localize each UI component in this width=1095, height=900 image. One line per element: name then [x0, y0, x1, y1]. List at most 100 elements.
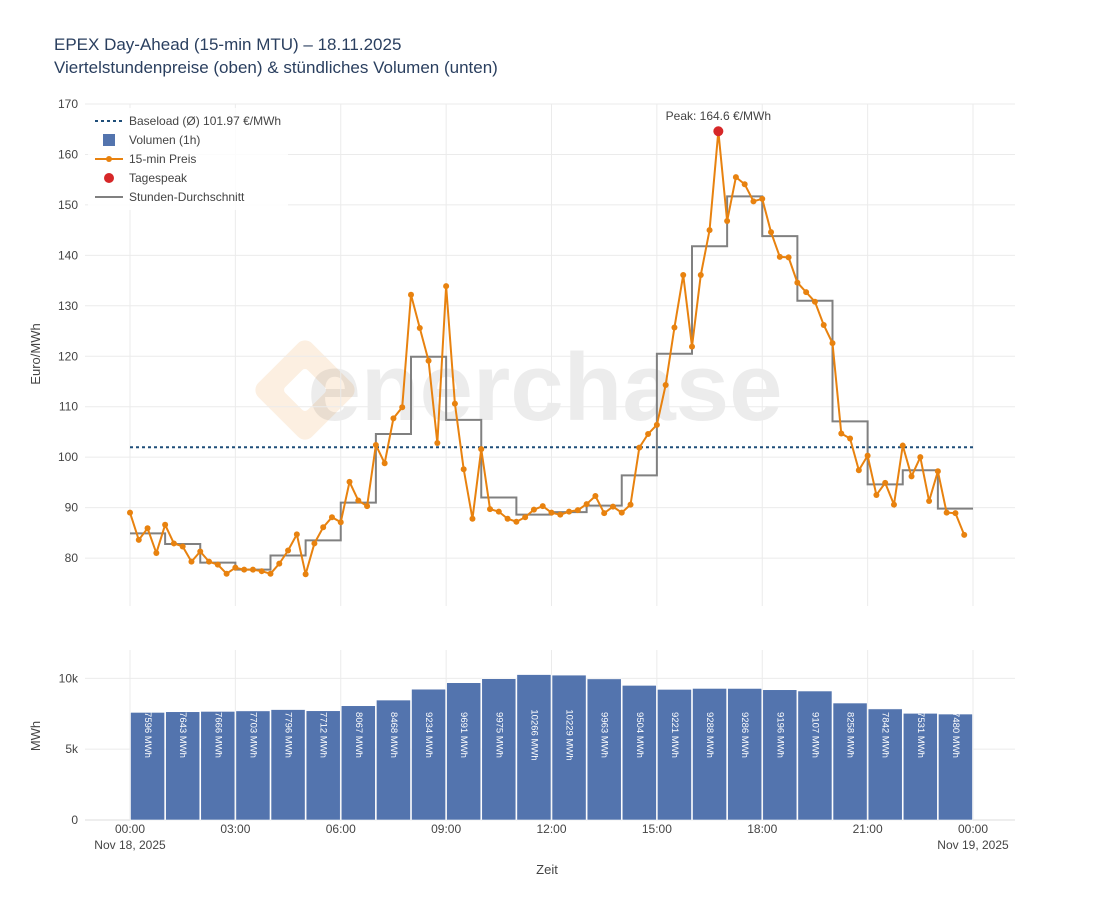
price-point — [838, 430, 845, 437]
chart-subtitle: Viertelstundenpreise (oben) & stündliche… — [54, 58, 498, 77]
price-point — [372, 442, 379, 449]
volume-bar — [938, 713, 973, 821]
volume-bar-label: 7712 MWh — [318, 712, 329, 758]
volume-bar — [446, 682, 482, 821]
price-y-tick-label: 160 — [58, 147, 78, 161]
price-point — [399, 404, 406, 411]
price-point — [794, 279, 801, 286]
price-point — [697, 272, 704, 279]
x-tick-label: 21:00 — [853, 822, 883, 836]
volume-bar — [551, 674, 587, 821]
volume-bar — [481, 678, 517, 821]
price-point — [425, 357, 432, 364]
price-point — [952, 510, 959, 517]
price-point — [741, 181, 748, 188]
volume-bar — [692, 688, 727, 821]
x-tick-label: 12:00 — [536, 822, 566, 836]
volume-bar-label: 10266 MWh — [528, 709, 539, 760]
price-point — [478, 446, 485, 453]
price-point — [926, 498, 933, 505]
price-point — [645, 430, 652, 437]
price-y-tick-label: 140 — [58, 248, 78, 262]
volume-bar-label: 7596 MWh — [142, 712, 153, 758]
volume-bar-label: 7796 MWh — [283, 712, 294, 758]
price-point — [469, 515, 476, 522]
legend-swatch-peak — [104, 173, 114, 183]
axes: 80 90 100 110 120 130 140 150 160 170 0 5k 10k 00:00 0… — [58, 97, 988, 836]
price-point — [258, 568, 265, 575]
volume-y-axis-label: MWh — [28, 721, 43, 751]
price-point — [355, 497, 362, 504]
price-point — [170, 540, 177, 547]
volume-bar-label: 9286 MWh — [739, 712, 750, 758]
peak-point — [713, 126, 724, 137]
legend-swatch-volume — [103, 134, 115, 146]
volume-bar-label: 9975 MWh — [493, 712, 504, 758]
volume-bar-label: 7480 MWh — [950, 712, 961, 758]
legend-entry-label: 15-min Preis — [129, 152, 196, 166]
price-point — [574, 507, 581, 514]
watermark-logo-cutout — [284, 369, 326, 411]
price-point — [443, 283, 450, 290]
volume-bar-label: 9196 MWh — [774, 712, 785, 758]
price-point — [917, 454, 924, 461]
price-y-tick-label: 110 — [59, 400, 78, 414]
price-point — [653, 421, 660, 428]
price-y-tick-label: 90 — [65, 501, 79, 515]
price-point — [627, 501, 634, 508]
volume-bar — [621, 685, 657, 821]
price-point — [223, 570, 230, 577]
price-point — [302, 571, 309, 578]
chart-title: EPEX Day-Ahead (15-min MTU) – 18.11.2025 — [54, 35, 401, 54]
volume-bar-label: 9288 MWh — [704, 712, 715, 758]
price-point — [249, 566, 256, 573]
x-tick-label: 09:00 — [431, 822, 461, 836]
x-tick-label: 00:00 — [115, 822, 145, 836]
price-point — [188, 558, 195, 565]
watermark-text: enerchase — [308, 334, 783, 441]
price-point — [618, 509, 625, 516]
volume-bar — [130, 712, 165, 821]
price-point — [882, 479, 889, 486]
peak-marker: Peak: 164.6 €/MWh — [666, 109, 771, 137]
price-point — [724, 218, 731, 225]
price-point — [768, 229, 775, 236]
price-point — [750, 198, 757, 205]
volume-bar-label: 8468 MWh — [388, 712, 399, 758]
price-point — [487, 506, 494, 513]
volume-bar — [797, 690, 833, 821]
x-date-end: Nov 19, 2025 — [937, 838, 1009, 852]
price-y-axis-label: Euro/MWh — [28, 323, 43, 384]
x-date-start: Nov 18, 2025 — [94, 838, 166, 852]
volume-bar — [270, 709, 306, 821]
price-point — [416, 325, 423, 332]
price-point — [460, 466, 467, 473]
price-point — [548, 509, 555, 516]
price-point — [609, 503, 616, 510]
price-point — [135, 536, 142, 543]
price-point — [908, 473, 915, 480]
price-point — [855, 467, 862, 474]
price-y-tick-label: 80 — [65, 551, 79, 565]
watermark-logo-shape — [255, 340, 355, 440]
volume-y-tick-label: 10k — [59, 671, 79, 685]
x-tick-label: 18:00 — [747, 822, 777, 836]
volume-bar — [657, 689, 692, 821]
volume-bar-label: 7666 MWh — [212, 712, 223, 758]
price-point — [179, 543, 186, 550]
x-tick-label: 15:00 — [642, 822, 672, 836]
price-point — [689, 343, 695, 350]
legend-entry-label: Tagespeak — [129, 171, 188, 185]
enerchase-watermark: enerchase — [255, 334, 783, 441]
price-point — [864, 452, 871, 459]
volume-y-tick-label: 0 — [71, 813, 78, 827]
watermark-logo-icon — [255, 340, 355, 440]
price-y-tick-label: 130 — [58, 299, 78, 313]
price-point — [671, 324, 678, 331]
price-point — [759, 195, 766, 202]
volume-bar-label: 9107 MWh — [809, 712, 820, 758]
price-point — [285, 547, 292, 554]
price-point — [829, 340, 836, 347]
legend-swatch-price-dot — [106, 156, 112, 162]
